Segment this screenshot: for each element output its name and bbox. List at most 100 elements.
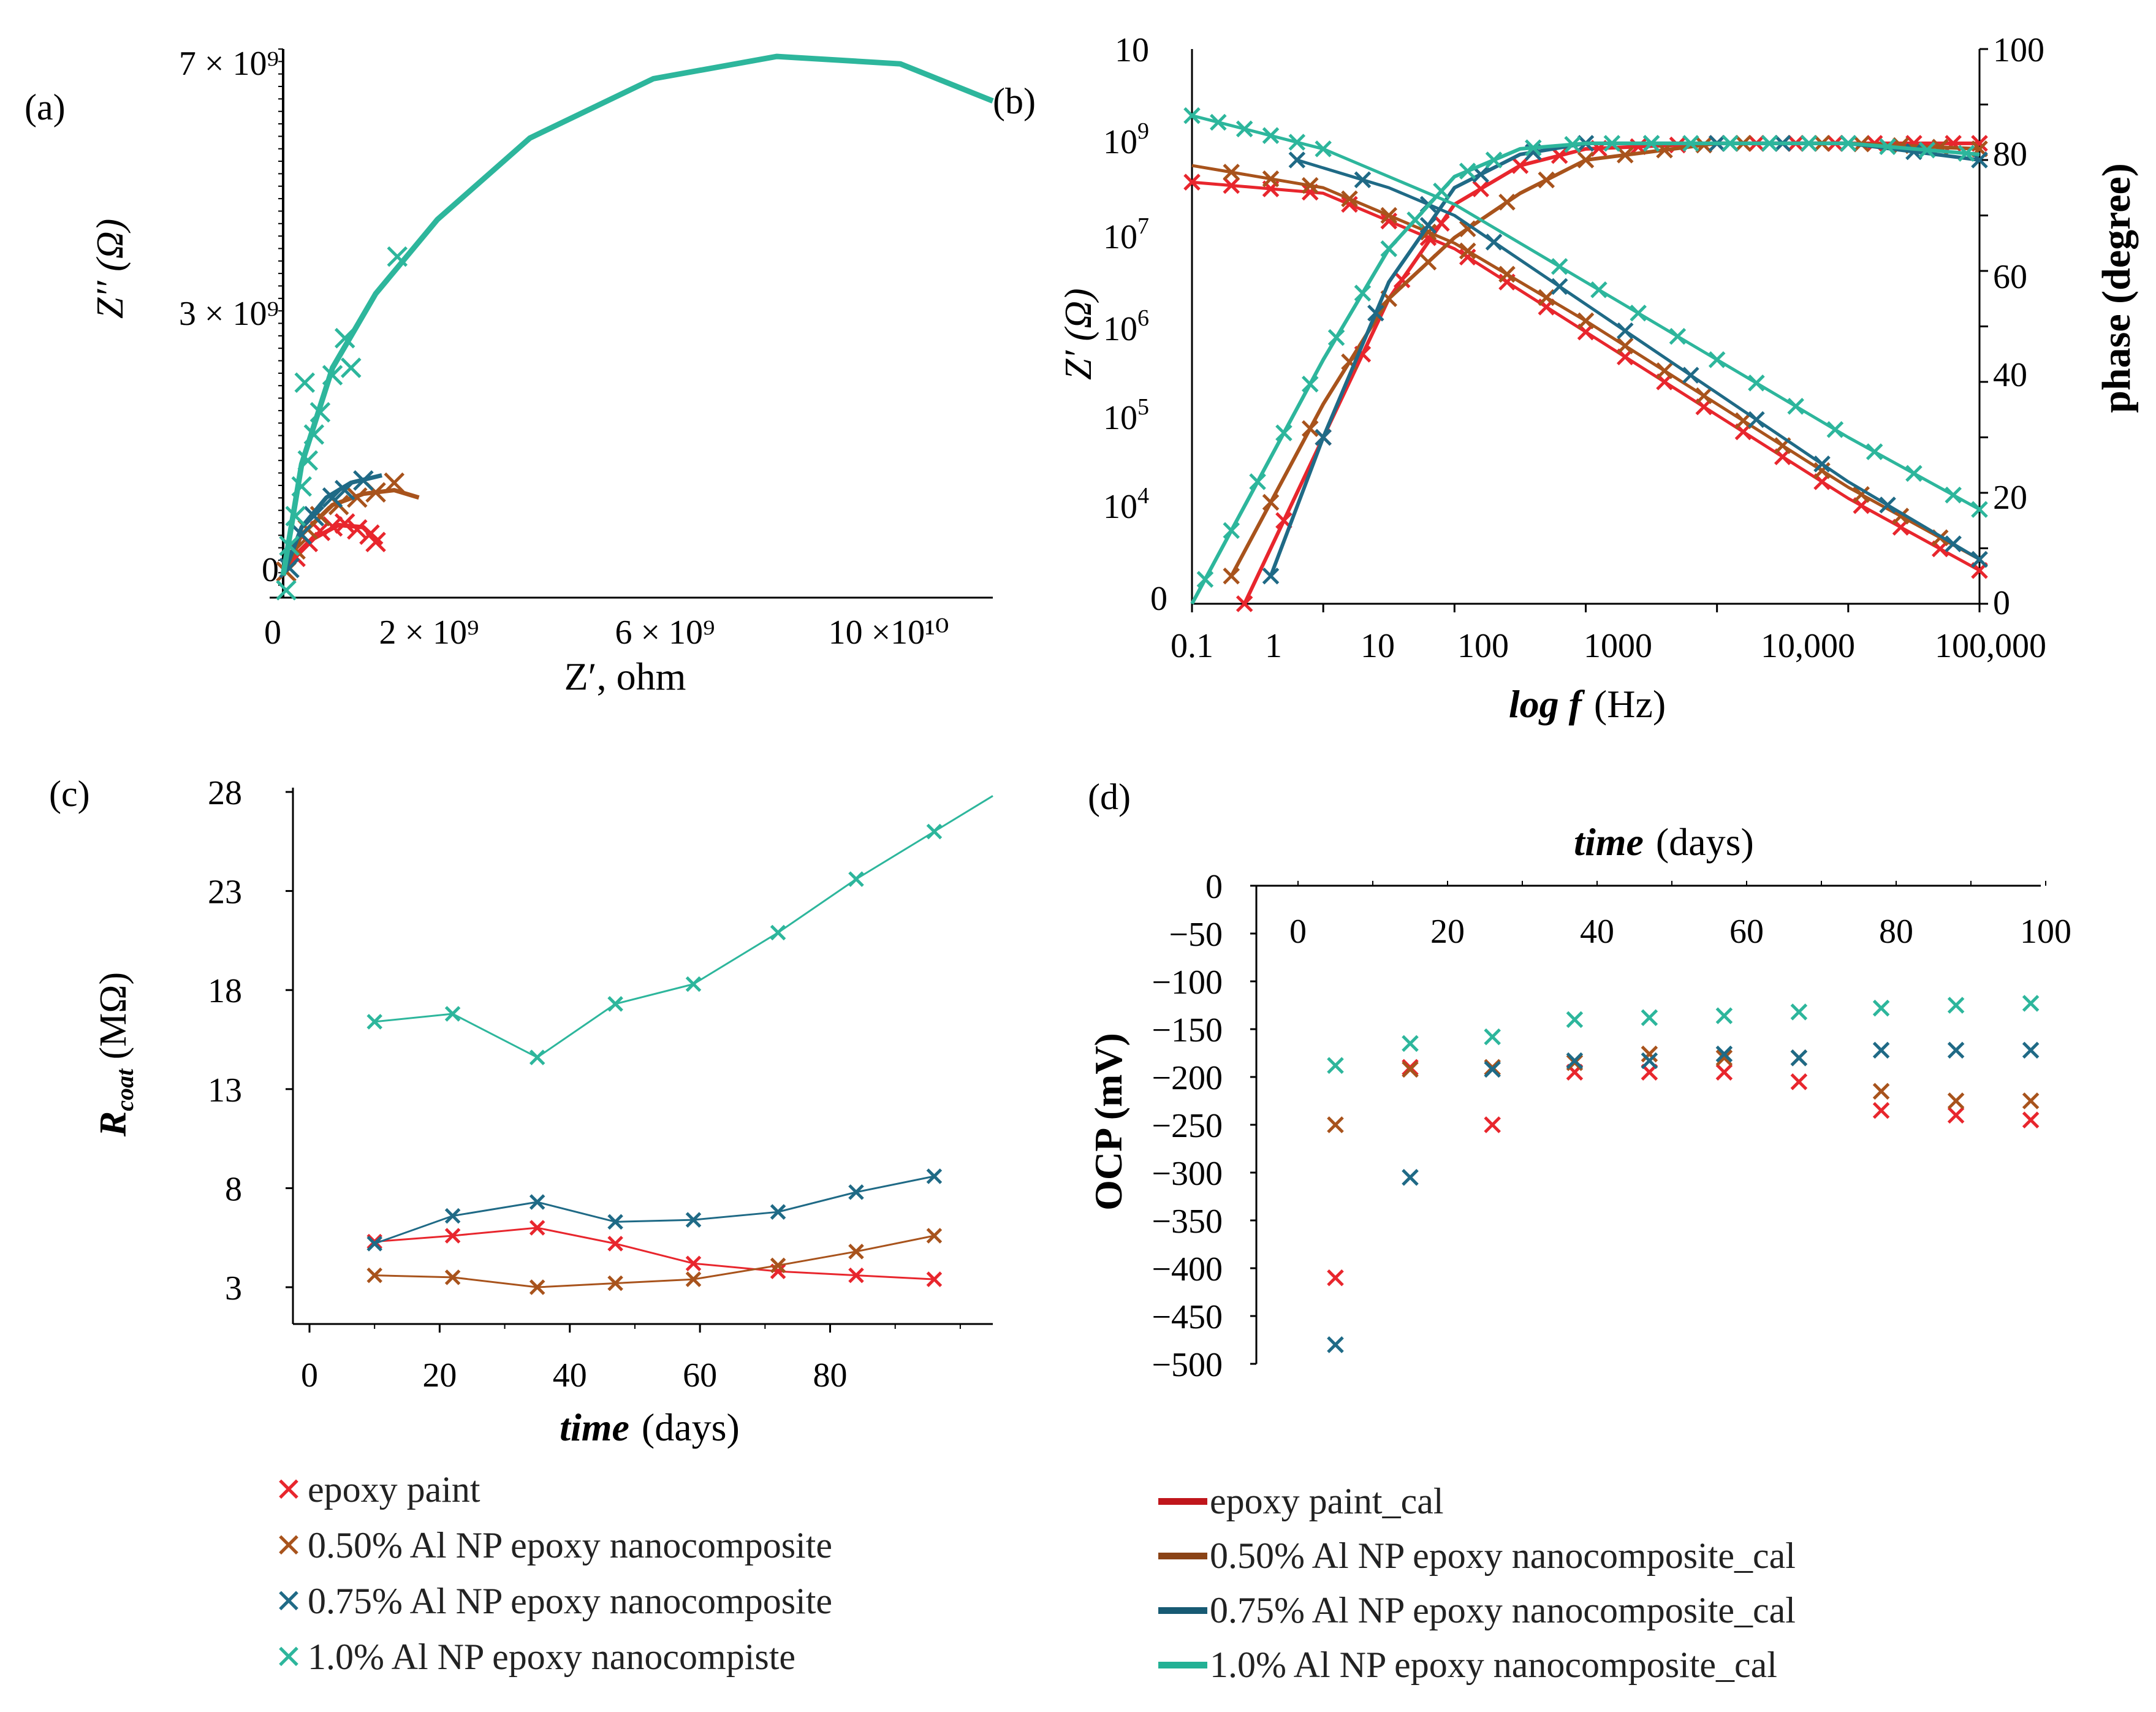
panel-b-impedance-point-p100-stroke [1669,328,1687,345]
panel-b-phase-point-p100-stroke [1957,145,1975,162]
panel-b-phase-point-p100-stroke [1642,135,1660,152]
panel-a-point-epoxy-stroke [322,516,343,537]
panel-d-tick-labels: 0 20 40 60 80 100 0 −50 −100 −150 −200 −250 −300 −350… [1152,868,2071,1384]
panel-c-point-p100-stroke [770,924,786,941]
panel-d-point-p075-stroke [1790,1049,1808,1067]
legend-markers: ✕ epoxy paint ✕ 0.50% Al NP epoxy nanoco… [270,1462,832,1685]
panel-b-y2-tick-label: 60 [1993,258,2027,296]
panel-d-y-tick-label: −300 [1152,1155,1223,1193]
panel-b-phase-point-epoxy-stroke [1511,157,1529,174]
panel-a-point-p100-stroke [303,424,325,445]
panel-d-point-p100 [1484,1028,1501,1046]
panel-a-label: (a) [25,87,66,127]
panel-d-point-epoxy-stroke [1715,1063,1733,1081]
panel-b-impedance-point-p075-stroke [1288,151,1306,169]
panel-c-point-p050-stroke [444,1269,461,1285]
panel-c-point-p075-stroke [366,1236,382,1252]
panel-a-point-p075 [322,487,343,508]
panel-b-phase-point-p050-stroke [1301,420,1319,438]
panel-d-label: (d) [1088,777,1131,817]
panel-c-point-epoxy-stroke [848,1267,864,1284]
panel-a-point-p100-stroke [387,246,408,267]
panel-b-impedance-point-p075 [1616,322,1634,340]
panel-b-phase-point-p100 [1642,135,1660,152]
panel-b-impedance-point-p100-stroke [1315,140,1332,158]
panel-b-plot-area [1183,107,1988,612]
panel-c-x-tick-label: 80 [813,1356,848,1394]
panel-d-point-p050 [2022,1092,2040,1109]
panel-a-point-p100-stroke [334,327,355,349]
panel-b-phase-point-p100 [1406,211,1424,229]
legend-item: ✕ epoxy paint [270,1462,832,1518]
panel-b-y-axis-label: Z′ (Ω) [1058,288,1099,380]
panel-c-series-line-p100 [374,795,993,1059]
panel-c-point-p050 [848,1244,864,1260]
panel-a-point-p100-stroke [291,476,312,497]
panel-b-phase-point-p050-stroke [1577,151,1595,169]
panel-b-impedance-point-p100 [1590,281,1608,299]
panel-d-point-p075 [1484,1060,1501,1078]
panel-b-impedance-point-p100 [1971,501,1988,518]
panel-c-y-tick-label: 28 [208,774,242,812]
panel-b-impedance-point-p050-stroke [1853,485,1870,503]
panel-b-impedance-point-p075 [1945,535,1962,553]
panel-d-point-p050 [1327,1116,1344,1133]
panel-c-point-p100 [444,1006,461,1022]
panel-d-point-epoxy [2022,1111,2040,1128]
panel-b-impedance-point-p050 [1223,164,1240,181]
panel-b-phase-point-p100-stroke [1196,571,1214,588]
panel-b-phase-point-p100 [1918,141,1936,159]
panel-a-y-minor-ticks [278,48,283,598]
panel-b-y-tick-label: 106 [1103,305,1149,348]
panel-c-point-p075 [685,1212,702,1228]
panel-b-phase-point-p075-stroke [1367,305,1384,322]
panel-b-impedance-point-p100-stroke [1748,375,1765,392]
panel-d-point-p075 [1872,1041,1890,1059]
panel-d-x-tick-label: 100 [2020,913,2071,951]
panel-b-impedance-point-p100-stroke [1551,257,1568,275]
panel-d-point-epoxy-stroke [1947,1106,1965,1124]
panel-a-point-epoxy-stroke [347,519,368,540]
panel-b-phase-point-p075-stroke [1315,428,1332,446]
panel-b-impedance-point-p100-stroke [1590,281,1608,299]
panel-b-x-tick-label: 100,000 [1935,627,2046,665]
panel-c-point-p075 [366,1236,382,1252]
panel-b-impedance-point-p075-stroke [1813,455,1831,473]
panel-b-impedance-point-p075-stroke [1945,535,1962,553]
panel-b-impedance-point-p050 [1262,170,1280,188]
panel-b-impedance-point-p050 [1419,223,1437,241]
panel-d-y-tick-label: −350 [1152,1203,1223,1241]
panel-b-impedance-point-p050-stroke [1341,190,1358,208]
panel-b-impedance-point-p100 [1787,398,1804,415]
panel-b-impedance-point-p100 [1708,351,1726,368]
panel-d-point-p100 [1566,1011,1584,1029]
panel-b-impedance-point-p075-stroke [1682,367,1699,384]
panel-d-point-p100 [1947,997,1965,1014]
panel-d-y-tick-label: −250 [1152,1107,1223,1145]
panel-a-point-p075 [353,470,374,491]
panel-b-impedance-point-p075-stroke [1971,550,1988,568]
panel-c-point-p050 [366,1267,382,1284]
panel-b-y2-axis-label: phase (degree) [2094,163,2139,413]
panel-b-phase-point-p100-stroke [1301,375,1319,393]
panel-b-impedance-point-p100 [1945,486,1962,504]
panel-c-point-p100 [848,871,864,887]
panel-a-point-p100 [279,535,300,557]
panel-b-y2-tick-label: 100 [1993,31,2044,69]
legend-label: 0.75% Al NP epoxy nanocomposite_cal [1210,1590,1796,1630]
panel-c-point-p050-stroke [848,1244,864,1260]
panel-b-phase-point-p100-stroke [1603,135,1621,152]
panel-a-point-p100-stroke [294,372,316,394]
panel-b-x-tick-label: 100 [1457,627,1509,665]
panel-b-phase-point-p050-stroke [1380,290,1398,308]
panel-b-y-tick-label: 10 [1115,31,1149,69]
panel-b-impedance-point-p050-stroke [1419,223,1437,241]
panel-d-point-p100-stroke [1327,1057,1344,1075]
panel-d-x-tick-label: 20 [1430,913,1465,951]
panel-b-label: (b) [993,81,1036,121]
panel-d-x-tick-label: 60 [1729,913,1764,951]
panel-c-point-p100 [529,1049,545,1065]
panel-b-impedance-point-p050-stroke [1301,177,1319,194]
panel-d-y-tick-label: −50 [1169,916,1223,954]
panel-a-point-p050-stroke [347,487,368,508]
